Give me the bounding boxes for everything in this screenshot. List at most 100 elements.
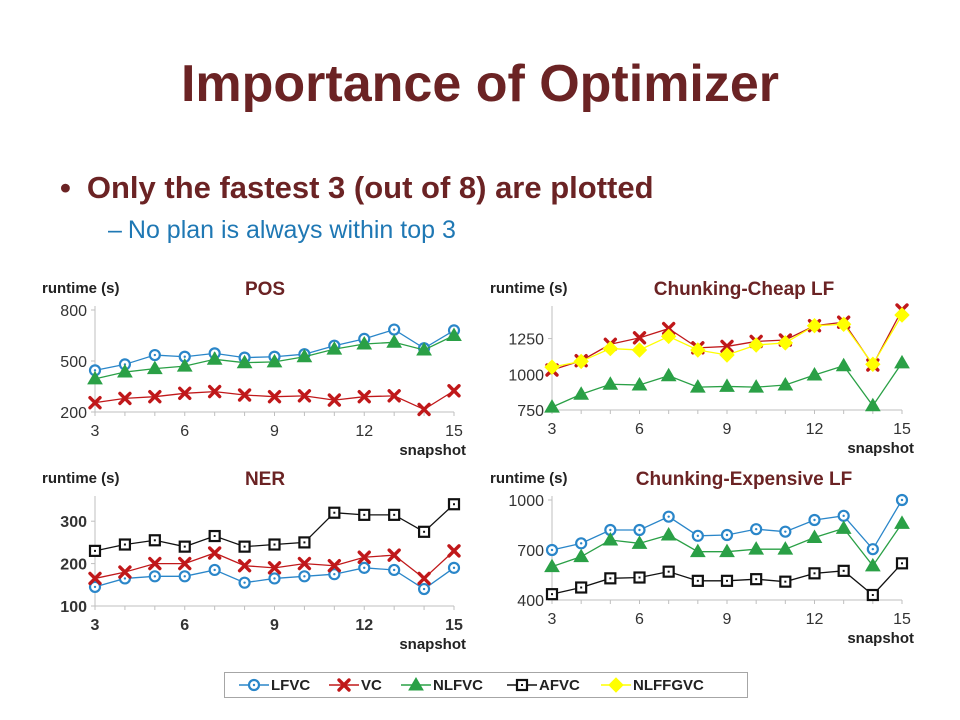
data-point-afvc: [720, 574, 734, 587]
data-point-lfvc: [208, 563, 221, 577]
data-point-lfvc: [178, 350, 191, 363]
data-point-nlfvc: [416, 341, 432, 356]
data-point-lfvc: [750, 523, 763, 536]
x-tick-label: 3: [548, 611, 557, 628]
data-point-lfvc: [808, 513, 821, 527]
y-tick-label: 400: [517, 593, 544, 610]
data-point-nlfvc: [573, 548, 590, 563]
data-point-afvc: [633, 571, 646, 584]
data-point-afvc: [358, 508, 371, 521]
data-point-nlffgvc: [748, 337, 764, 353]
y-axis-label: runtime (s): [490, 280, 568, 297]
data-point-afvc: [866, 588, 879, 602]
data-point-nlfvc: [446, 327, 462, 341]
data-point-vc: [417, 571, 431, 586]
series-vc: [545, 303, 909, 377]
x-tick-label: 15: [893, 421, 911, 438]
x-tick-label: 12: [806, 611, 824, 628]
data-point-vc: [118, 391, 132, 406]
data-point-nlfvc: [806, 367, 823, 381]
x-tick-label: 6: [180, 617, 189, 634]
legend-label: AFVC: [539, 676, 580, 694]
x-tick-label: 6: [180, 423, 189, 440]
y-tick-label: 1000: [508, 493, 544, 510]
legend-marker-icon: [401, 677, 431, 691]
legend-marker-icon: [329, 678, 359, 692]
data-point-lfvc: [417, 582, 431, 596]
series-afvc: [88, 498, 461, 557]
legend-item-nlfvc: NLFVC: [401, 673, 483, 697]
data-point-nlffgvc: [602, 340, 619, 357]
data-point-vc: [297, 389, 312, 403]
data-point-lfvc: [388, 323, 401, 336]
data-point-nlfvc: [864, 557, 881, 572]
data-point-nlfvc: [777, 377, 794, 391]
data-point-lfvc: [148, 570, 161, 583]
x-tick-label: 9: [270, 617, 279, 634]
data-point-nlfvc: [176, 358, 193, 372]
legend-label: NLFFGVC: [633, 676, 704, 694]
data-point-nlfvc: [894, 354, 910, 369]
bullet-point: • Only the fastest 3 (out of 8) are plott…: [60, 172, 654, 203]
data-point-afvc: [268, 538, 281, 551]
bullet-text: Only the fastest 3 (out of 8) are plotte…: [86, 170, 654, 205]
slide-title: Importance of Optimizer: [180, 55, 780, 113]
data-point-nlffgvc: [690, 342, 706, 358]
data-point-nlffgvc: [544, 359, 560, 375]
data-point-lfvc: [779, 525, 792, 538]
data-point-afvc: [808, 567, 821, 580]
x-tick-label: 9: [270, 423, 279, 440]
series-lfvc: [88, 561, 461, 596]
series-vc: [88, 544, 461, 586]
series-lfvc: [545, 493, 909, 557]
y-tick-label: 700: [517, 543, 544, 560]
data-point-nlfvc: [326, 341, 343, 355]
legend-label: NLFVC: [433, 676, 483, 694]
data-point-nlffgvc: [719, 347, 735, 363]
legend-label: LFVC: [271, 676, 311, 694]
data-point-vc: [207, 384, 222, 399]
legend-marker-nlfvc: [408, 677, 424, 691]
data-point-nlfvc: [631, 377, 648, 391]
x-axis-label: snapshot: [847, 630, 914, 647]
y-tick-label: 500: [60, 354, 87, 371]
chart-ner: 100 200 300 3 6 9 12 15 runtime (s) NER snapshot: [42, 469, 466, 653]
sub-bullet-point: – No plan is always within top 3: [108, 218, 456, 243]
data-point-nlfvc: [206, 351, 223, 365]
data-point-lfvc: [837, 509, 850, 522]
legend-marker-lfvc: [247, 678, 261, 692]
data-point-vc: [267, 390, 282, 404]
sub-bullet-dash-icon: –: [108, 216, 122, 244]
data-point-nlfvc: [894, 515, 910, 529]
data-point-nlffgvc: [631, 342, 648, 358]
data-point-vc: [297, 556, 312, 571]
data-point-lfvc: [575, 537, 588, 550]
bullet-dot-icon: •: [60, 170, 71, 205]
data-point-vc: [720, 339, 734, 354]
legend-item-lfvc: LFVC: [239, 673, 310, 697]
y-tick-label: 100: [60, 599, 87, 616]
data-point-afvc: [148, 534, 161, 547]
x-tick-label: 9: [723, 611, 732, 628]
data-point-nlfvc: [748, 541, 765, 555]
data-point-lfvc: [388, 563, 401, 577]
data-point-nlfvc: [573, 386, 590, 400]
data-point-lfvc: [720, 528, 734, 542]
x-tick-label: 12: [355, 423, 373, 440]
data-point-vc: [178, 556, 192, 571]
y-tick-label: 200: [60, 557, 87, 574]
legend-marker-icon: [239, 678, 269, 692]
x-tick-label: 15: [445, 423, 463, 440]
legend-marker-icon: [601, 677, 631, 693]
x-tick-label: 3: [548, 421, 557, 438]
y-tick-label: 1000: [508, 367, 544, 384]
data-point-nlfvc: [266, 353, 283, 368]
data-point-nlfvc: [236, 354, 253, 369]
data-point-vc: [632, 331, 647, 345]
data-point-afvc: [575, 581, 588, 594]
data-point-nlfvc: [748, 379, 765, 393]
data-point-nlfvc: [296, 348, 313, 363]
x-axis-label: snapshot: [399, 442, 466, 459]
data-point-afvc: [388, 508, 401, 521]
data-point-vc: [88, 571, 102, 586]
